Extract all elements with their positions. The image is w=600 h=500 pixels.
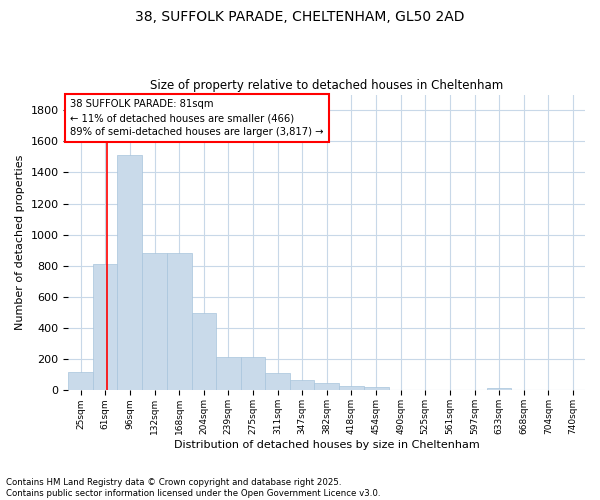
Bar bbox=[241, 357, 265, 390]
Bar bbox=[487, 388, 511, 390]
Bar bbox=[191, 312, 216, 390]
Bar bbox=[167, 254, 191, 390]
Text: 38 SUFFOLK PARADE: 81sqm
← 11% of detached houses are smaller (466)
89% of semi-: 38 SUFFOLK PARADE: 81sqm ← 11% of detach… bbox=[70, 99, 324, 137]
Bar bbox=[93, 264, 118, 390]
Bar bbox=[314, 384, 339, 390]
Bar bbox=[339, 386, 364, 390]
Text: 38, SUFFOLK PARADE, CHELTENHAM, GL50 2AD: 38, SUFFOLK PARADE, CHELTENHAM, GL50 2AD bbox=[135, 10, 465, 24]
Bar bbox=[265, 374, 290, 390]
Bar bbox=[364, 388, 389, 390]
X-axis label: Distribution of detached houses by size in Cheltenham: Distribution of detached houses by size … bbox=[174, 440, 479, 450]
Text: Contains HM Land Registry data © Crown copyright and database right 2025.
Contai: Contains HM Land Registry data © Crown c… bbox=[6, 478, 380, 498]
Bar bbox=[216, 357, 241, 390]
Title: Size of property relative to detached houses in Cheltenham: Size of property relative to detached ho… bbox=[150, 79, 503, 92]
Bar bbox=[142, 254, 167, 390]
Y-axis label: Number of detached properties: Number of detached properties bbox=[15, 155, 25, 330]
Bar bbox=[290, 380, 314, 390]
Bar bbox=[68, 372, 93, 390]
Bar bbox=[118, 156, 142, 390]
